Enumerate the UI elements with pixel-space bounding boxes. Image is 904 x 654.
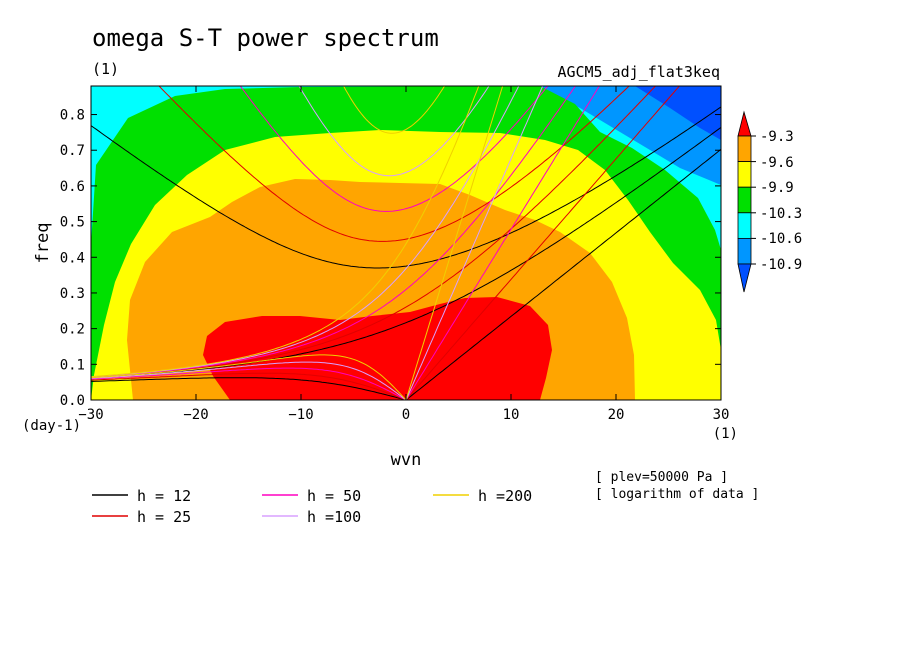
colorbar-label-4: -10.6 (760, 231, 802, 247)
mrg-curve-h200 (91, 86, 480, 378)
contour-blue (530, 86, 721, 185)
y-tick-label-6: 0.6 (60, 179, 85, 195)
ig1-curve-h50 (239, 86, 549, 212)
contour-red (203, 297, 552, 400)
kelvin-curve-h25 (405, 86, 681, 400)
y-tick-label-3: 0.3 (60, 286, 85, 302)
y-tick-label-4: 0.4 (60, 250, 85, 266)
x-axis-label: wvn (391, 450, 422, 470)
x-tick-label-6: 30 (713, 407, 730, 423)
y-tick-label-7: 0.7 (60, 143, 85, 159)
mrg-curve-h100 (91, 86, 520, 378)
legend-label-h25: h = 25 (137, 508, 191, 526)
y-tick-label-0: 0.0 (60, 393, 85, 409)
colorbar-top-arrow (737, 110, 752, 137)
ig1-curve-h200 (343, 86, 446, 134)
y-tick-label-2: 0.2 (60, 322, 85, 338)
colorbar-swatch-blue (737, 237, 752, 265)
y-tick-label-5: 0.5 (60, 215, 85, 231)
chart-title: omega S-T power spectrum (92, 24, 439, 52)
er1-curve-h200 (91, 354, 407, 400)
x-tick-label-2: −10 (288, 407, 313, 423)
x-tick-label-1: −20 (183, 407, 208, 423)
er1-curve-h50 (91, 367, 407, 400)
y-tick-label-8: 0.8 (60, 108, 85, 124)
kelvin-curve-h12 (405, 148, 721, 400)
x-tick-label-4: 10 (503, 407, 520, 423)
note-plev: [ plev=50000 Pa ] (595, 470, 728, 485)
kelvin-curve-h200 (405, 86, 504, 400)
colorbar: -9.3 -9.6 -9.9 -10.3 -10.6 -10.9 (737, 110, 802, 293)
colorbar-swatch-yellow (737, 161, 752, 188)
ig1-curve-h25 (158, 86, 630, 242)
x-unit-label: (1) (713, 426, 738, 442)
mrg-curve-h25 (91, 86, 657, 378)
colorbar-label-3: -10.3 (760, 206, 802, 222)
colorbar-swatch-cyan (737, 212, 752, 239)
mrg-curve-h50 (91, 86, 576, 378)
kelvin-curve-h100 (405, 86, 544, 400)
x-tick-label-5: 20 (608, 407, 625, 423)
mrg-curve-h12 (91, 126, 721, 379)
kelvin-curve-h50 (405, 86, 600, 400)
colorbar-swatch-orange (737, 135, 752, 163)
y-unit-label: (day-1) (22, 418, 81, 434)
ig1-curve-h100 (298, 86, 490, 177)
dispersion-curve-layer (91, 86, 721, 400)
er1-curve-h12 (91, 377, 407, 400)
legend-label-h50: h = 50 (307, 487, 361, 505)
er1-curve-h25 (91, 372, 407, 400)
legend: h = 12 h = 25 h = 50 h =100 h =200 (92, 487, 532, 526)
chart-subtitle-left: (1) (92, 60, 119, 78)
colorbar-label-0: -9.3 (760, 129, 794, 145)
colorbar-label-1: -9.6 (760, 155, 794, 171)
contour-dark-blue (635, 86, 721, 140)
legend-label-h100: h =100 (307, 508, 361, 526)
colorbar-label-2: -9.9 (760, 180, 794, 196)
y-tick-label-1: 0.1 (60, 357, 85, 373)
legend-label-h12: h = 12 (137, 487, 191, 505)
chart-subtitle-right: AGCM5_adj_flat3keq (557, 63, 720, 81)
er1-curve-h100 (91, 361, 407, 400)
ig1-curve-h12 (91, 106, 721, 269)
colorbar-bottom-arrow (737, 263, 752, 293)
legend-label-h200: h =200 (478, 487, 532, 505)
axis-ticks: −30 −20 −10 0 10 20 30 0.0 0.1 0.2 0.3 0.4 0.5 0.6 0.7… (60, 86, 730, 423)
x-tick-label-0: −30 (78, 407, 103, 423)
colorbar-swatch-green (737, 186, 752, 214)
colorbar-label-5: -10.9 (760, 257, 802, 273)
note-log: [ logarithm of data ] (595, 487, 759, 502)
x-tick-label-3: 0 (402, 407, 410, 423)
y-axis-label: freq (33, 223, 53, 264)
